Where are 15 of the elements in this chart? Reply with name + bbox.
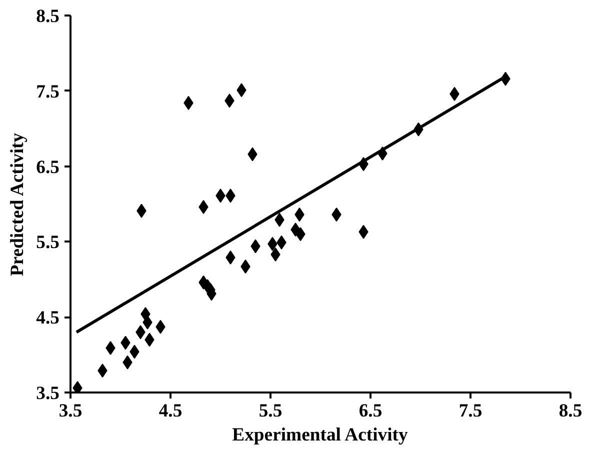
y-tick-label: 6.5 [36,156,60,178]
x-tick-label: 3.5 [58,400,82,422]
y-tick-label: 3.5 [36,383,60,404]
y-tick-label: 5.5 [36,232,60,254]
y-tick-label: 4.5 [36,308,60,329]
x-tick-label: 4.5 [158,400,182,422]
x-tick-label: 6.5 [358,400,382,422]
point [72,380,82,392]
y-axis-title: Predicted Activity [7,132,28,276]
y-tick-label: 7.5 [36,81,60,102]
x-axis-title: Experimental Activity [232,424,408,446]
y-tick-label: 8.5 [36,6,60,27]
x-tick-label: 5.5 [258,400,282,422]
x-tick-label: 7.5 [458,400,482,422]
x-tick-label: 8.5 [558,400,582,422]
